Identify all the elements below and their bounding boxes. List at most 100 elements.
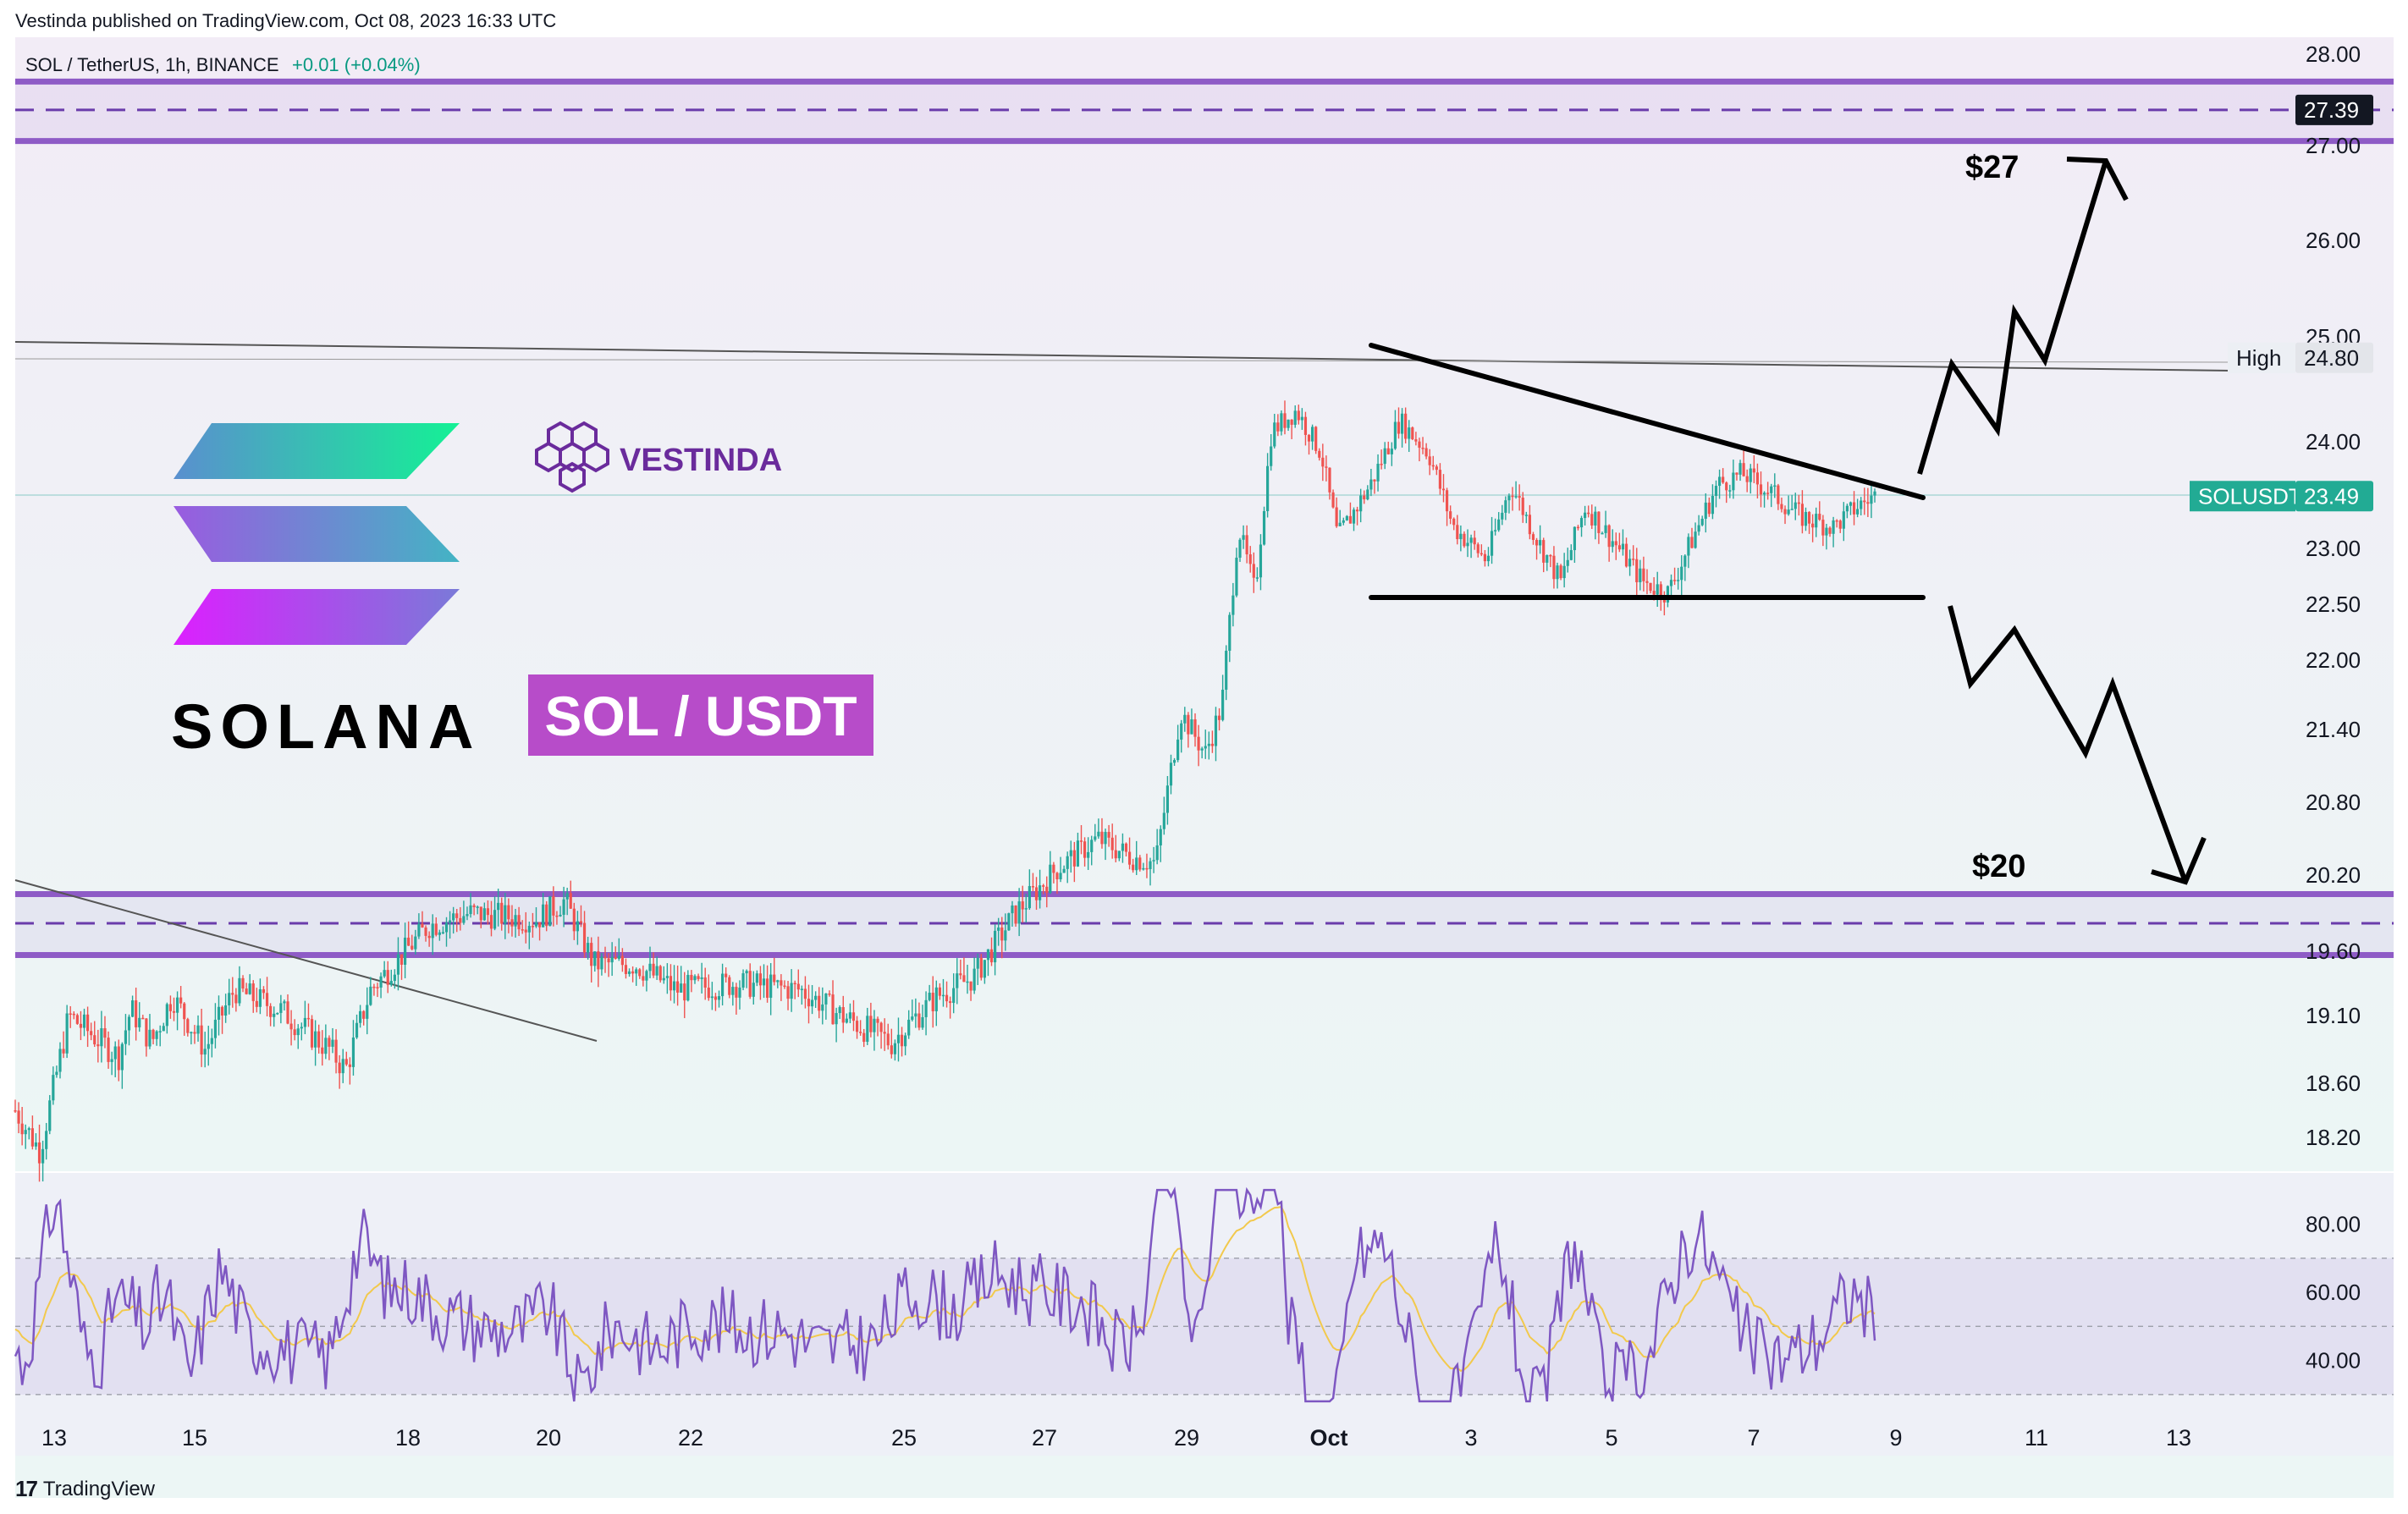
candle-body (934, 987, 938, 1011)
candle-body (113, 1046, 117, 1060)
candle-body (1770, 486, 1773, 493)
candle-body (900, 1034, 904, 1047)
candle-body (1849, 502, 1853, 506)
tradingview-logo-icon: 17 (15, 1476, 38, 1501)
candle-body (1228, 614, 1232, 651)
candle-body (1573, 526, 1576, 551)
candle-body (504, 905, 507, 924)
candle-body (1107, 832, 1110, 838)
candle-body (1711, 495, 1715, 515)
candle-body (1190, 718, 1193, 735)
time-tick-label: 27 (1032, 1425, 1057, 1451)
candle-body (510, 919, 514, 927)
candle-body (1546, 554, 1549, 563)
candle-body (1559, 565, 1562, 579)
candle-body (1348, 515, 1353, 524)
candle-body (379, 976, 383, 988)
candle-body (466, 914, 469, 917)
candle-body (193, 1032, 196, 1034)
candle-body (1483, 553, 1487, 562)
candle-body (1159, 829, 1162, 845)
candle-body (828, 994, 831, 995)
tradingview-footer[interactable]: 17 TradingView (15, 1476, 155, 1502)
candle-body (369, 986, 372, 1005)
candle-body (1176, 739, 1180, 761)
candle-body (234, 994, 238, 1004)
candle-body (231, 993, 234, 995)
candle-body (1273, 422, 1276, 447)
candle-body (758, 973, 763, 986)
candle-body (1052, 864, 1055, 873)
candle-body (1165, 785, 1170, 813)
candle-body (1270, 446, 1273, 466)
candle-body (893, 1043, 896, 1054)
candle-body (1411, 427, 1414, 440)
candle-body (1197, 736, 1200, 751)
candle-body (1335, 507, 1338, 526)
candle-body (238, 977, 241, 1004)
candle-body (355, 1022, 359, 1038)
candle-body (1124, 843, 1128, 852)
candle-body (444, 922, 449, 933)
candle-body (845, 1018, 848, 1023)
candle-body (769, 974, 773, 998)
candle-body (559, 914, 562, 917)
candle-body (1584, 512, 1587, 519)
candle-body (1059, 873, 1062, 880)
candle-body (1579, 518, 1584, 528)
title-badge-text: SOL / USDT (544, 685, 857, 747)
candle-body (1238, 539, 1242, 558)
candle-body (1494, 530, 1497, 531)
candle-body (376, 987, 379, 988)
candle-body (411, 945, 414, 950)
candle-body (1359, 495, 1363, 512)
candle-body (217, 1006, 221, 1020)
candle-body (994, 930, 997, 963)
price-label-text: 27.39 (2304, 97, 2359, 123)
candle-body (1787, 509, 1790, 515)
rsi-pane[interactable] (15, 1173, 2394, 1456)
candle-body (725, 973, 728, 977)
candle-body (17, 1110, 20, 1124)
candle-body (590, 943, 593, 966)
title-badge: SOL / USDT (528, 674, 873, 756)
candle-body (1303, 416, 1308, 435)
candle-body (85, 1014, 90, 1032)
candle-body (565, 893, 569, 900)
candle-body (386, 970, 389, 985)
candle-body (1042, 885, 1045, 887)
candle-body (783, 985, 786, 988)
candle-body (904, 1035, 907, 1047)
candle-body (866, 1016, 869, 1043)
candle-body (1255, 577, 1259, 579)
candle-body (841, 1007, 845, 1023)
candle-body (328, 1038, 331, 1047)
rsi-layer (14, 1186, 2394, 1403)
candle-body (638, 969, 642, 977)
time-tick-label: 15 (182, 1425, 207, 1451)
candle-body (1656, 584, 1659, 595)
candle-body (1524, 515, 1528, 516)
candle-body (1863, 500, 1866, 503)
candle-body (1441, 488, 1446, 491)
high-trendline (14, 341, 2232, 372)
candle-body (1031, 886, 1035, 888)
candle-body (310, 1019, 314, 1048)
symbol-legend[interactable]: SOL / TetherUS, 1h, BINANCE +0.01 (+0.04… (25, 54, 421, 75)
candle-body (1825, 527, 1828, 536)
candle-body (1066, 856, 1069, 869)
candle-body (303, 1017, 306, 1027)
candle-body (862, 1032, 866, 1043)
candle-body (1097, 831, 1100, 837)
candle-body (1094, 836, 1097, 840)
candle-body (1870, 495, 1873, 504)
candle-body (859, 1032, 862, 1033)
vestinda-text: VESTINDA (620, 443, 782, 478)
candle-body (1200, 748, 1204, 751)
candle-body (317, 1031, 321, 1048)
candle-body (907, 1019, 911, 1036)
candle-body (1783, 509, 1787, 515)
candle-body (703, 977, 707, 988)
candle-body (75, 1015, 79, 1024)
